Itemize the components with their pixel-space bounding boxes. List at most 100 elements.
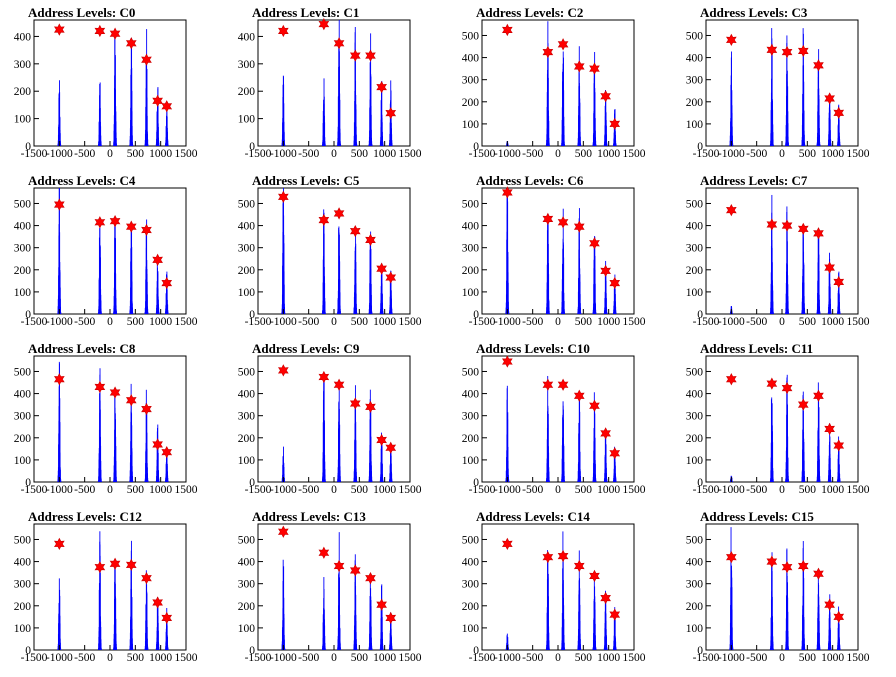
peak-marker — [833, 610, 845, 623]
peak-marker — [502, 23, 513, 37]
y-tick-label: 100 — [462, 287, 480, 299]
y-tick-label: 100 — [686, 623, 704, 635]
x-tick-label: -1000 — [494, 484, 521, 496]
chart-title: Address Levels: C15 — [700, 509, 814, 524]
y-tick-label: 200 — [686, 601, 704, 613]
peak-marker — [726, 373, 737, 386]
x-tick-label: -1500 — [469, 148, 496, 160]
y-tick-label: 300 — [686, 243, 704, 255]
peak-marker — [278, 24, 289, 38]
x-tick-label: -1500 — [693, 652, 720, 664]
x-tick-label: -1500 — [469, 652, 496, 664]
peak-marker — [109, 557, 121, 570]
x-tick-label: 1000 — [821, 484, 844, 496]
x-tick-label: 1000 — [373, 484, 396, 496]
x-tick-label: 1000 — [597, 148, 620, 160]
peak-marker — [161, 276, 173, 290]
x-tick-label: 1500 — [399, 148, 422, 160]
x-tick-label: 500 — [351, 652, 369, 664]
peak-marker — [766, 43, 778, 56]
y-tick-label: 200 — [14, 86, 32, 98]
chart-panel-c10: Address Levels: C10 0 100 200 300 400 500 -1500… — [462, 341, 646, 496]
y-tick-label: 300 — [14, 411, 32, 423]
y-tick-label: 100 — [462, 623, 480, 635]
x-tick-label: -1500 — [693, 484, 720, 496]
peak-marker — [600, 90, 611, 103]
x-tick-label: -500 — [298, 652, 319, 664]
y-tick-label: 100 — [462, 119, 480, 131]
y-tick-label: 400 — [238, 221, 256, 233]
x-tick-label: 1500 — [623, 148, 646, 160]
x-tick-label: -1000 — [270, 148, 297, 160]
x-tick-label: 0 — [331, 484, 337, 496]
x-tick-label: -1500 — [245, 652, 272, 664]
y-tick-label: 500 — [238, 198, 256, 210]
y-tick-label: 200 — [14, 601, 32, 613]
chart-panel-c6: Address Levels: C60100200300400500-1500-… — [462, 173, 646, 328]
y-tick-label: 400 — [238, 31, 256, 43]
x-tick-label: 1500 — [399, 652, 422, 664]
chart-title: Address Levels: C13 — [252, 509, 366, 524]
x-tick-label: -1000 — [270, 484, 297, 496]
peak-marker — [573, 389, 585, 402]
x-tick-label: -500 — [746, 316, 767, 328]
y-tick-label: 100 — [686, 287, 704, 299]
peak-marker — [94, 380, 106, 394]
x-tick-label: 0 — [107, 148, 113, 160]
x-tick-label: -1000 — [46, 148, 73, 160]
x-tick-label: 1500 — [399, 484, 422, 496]
x-tick-label: -1000 — [46, 652, 73, 664]
x-tick-label: 1000 — [597, 652, 620, 664]
peak-marker — [609, 447, 621, 460]
x-tick-label: 500 — [351, 484, 369, 496]
chart-panel-c1: Address Levels: C1 0 100 200 300 400 -1500-100… — [238, 5, 422, 160]
peak-marker — [726, 203, 737, 217]
peak-marker — [109, 386, 121, 399]
x-tick-label: 1500 — [623, 316, 646, 328]
chart-panel-c14: Address Levels: C14 0 100 200 300 400 500 -1500… — [462, 509, 646, 664]
peak-marker — [278, 190, 289, 203]
peak-marker — [813, 389, 824, 402]
x-tick-label: 500 — [575, 652, 593, 664]
y-tick-label: 400 — [238, 557, 256, 569]
y-tick-label: 0 — [697, 309, 703, 321]
peak-marker — [125, 220, 137, 233]
peak-marker — [385, 611, 397, 625]
x-tick-label: 1000 — [149, 316, 172, 328]
y-tick-label: 500 — [238, 366, 256, 378]
y-tick-label: 300 — [686, 411, 704, 423]
peak-marker — [589, 399, 600, 412]
peak-marker — [141, 53, 152, 66]
peak-marker — [557, 549, 569, 563]
peak-marker — [318, 17, 330, 31]
peak-marker — [318, 213, 330, 227]
x-tick-label: 0 — [331, 652, 337, 664]
x-tick-label: -500 — [522, 148, 543, 160]
x-tick-label: 1000 — [821, 652, 844, 664]
x-tick-label: 1500 — [623, 484, 646, 496]
y-tick-label: 300 — [14, 59, 32, 71]
chart-title: Address Levels: C12 — [28, 509, 142, 524]
x-tick-label: 1500 — [847, 148, 870, 160]
peak-marker — [542, 551, 554, 564]
y-tick-label: 100 — [686, 455, 704, 467]
x-tick-label: 500 — [799, 652, 817, 664]
chart-title: Address Levels: C7 — [700, 173, 808, 188]
x-tick-label: 500 — [575, 148, 593, 160]
chart-panel-c4: Address Levels: C40100200300400500-1500-… — [14, 173, 198, 328]
chart-panel-c12: Address Levels: C12 0 100 200 300 400 500 -1500… — [14, 509, 198, 664]
y-tick-label: 400 — [14, 557, 32, 569]
peak-marker — [152, 94, 163, 107]
peak-marker — [161, 611, 173, 625]
y-tick-label: 400 — [14, 389, 32, 401]
peak-marker — [824, 261, 835, 274]
y-tick-label: 100 — [462, 455, 480, 467]
peak-marker — [542, 212, 554, 226]
y-tick-label: 0 — [25, 309, 31, 321]
x-tick-label: 500 — [127, 484, 145, 496]
plot-frame — [33, 19, 187, 147]
y-tick-label: 500 — [462, 198, 480, 210]
chart-title: Address Levels: C14 — [476, 509, 590, 524]
peak-marker — [278, 525, 289, 538]
peak-marker — [152, 253, 163, 266]
